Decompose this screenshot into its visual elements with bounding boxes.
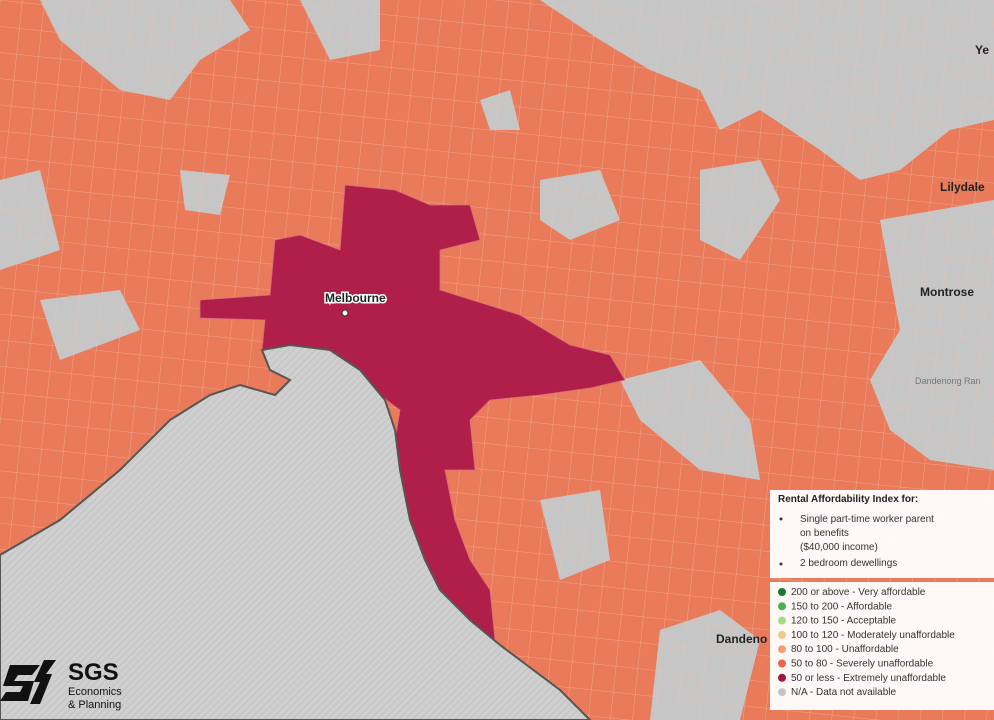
legend-swatch	[778, 659, 786, 668]
place-label: Melbourne	[325, 291, 386, 305]
legend: Rental Affordability Index for: Single p…	[770, 490, 994, 710]
legend-note: Single part-time worker parent	[800, 514, 934, 525]
logo-name: SGS	[68, 659, 119, 686]
legend-label: 80 to 100 - Unaffordable	[791, 644, 899, 655]
legend-swatch	[778, 630, 786, 639]
logo: SGS Economics & Planning	[0, 659, 122, 711]
legend-note: on benefits	[800, 528, 849, 539]
place-label: Dandeno	[716, 632, 767, 646]
legend-title: Rental Affordability Index for:	[778, 494, 918, 505]
place-label: Ye	[975, 43, 989, 57]
legend-label: 100 to 120 - Moderately unaffordable	[791, 630, 955, 641]
logo-text: Economics	[68, 686, 122, 698]
place-label: Lilydale	[940, 180, 985, 194]
legend-swatch	[778, 616, 786, 625]
legend-label: 120 to 150 - Acceptable	[791, 616, 897, 627]
legend-swatch	[778, 645, 786, 654]
legend-note: 2 bedroom dewellings	[800, 558, 897, 569]
legend-label: 150 to 200 - Affordable	[791, 601, 892, 612]
place-label: Dandenong Ran	[915, 376, 981, 386]
legend-label: N/A - Data not available	[791, 687, 896, 698]
legend-label: 50 or less - Extremely unaffordable	[791, 673, 946, 684]
legend-label: 50 to 80 - Severely unaffordable	[791, 659, 934, 670]
legend-swatch	[778, 588, 786, 596]
city-marker	[341, 309, 349, 317]
legend-swatch	[778, 673, 786, 682]
legend-swatch	[778, 602, 786, 611]
legend-swatch	[778, 688, 786, 697]
port-phillip-bay	[0, 343, 592, 720]
legend-note: ($40,000 income)	[800, 542, 878, 553]
legend-label: 200 or above - Very affordable	[791, 587, 926, 598]
logo-text: & Planning	[68, 699, 121, 711]
place-label: Montrose	[920, 285, 974, 299]
